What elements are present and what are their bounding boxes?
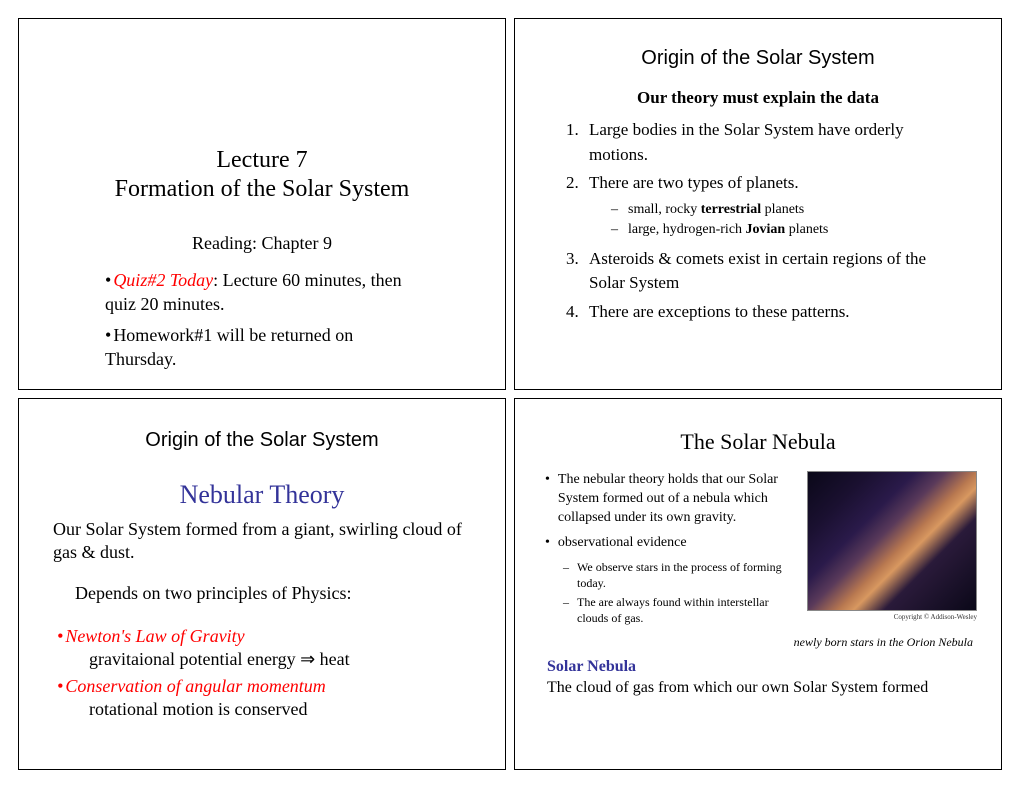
slide4-heading: The Solar Nebula xyxy=(539,429,977,455)
slide-1: Lecture 7 Formation of the Solar System … xyxy=(18,18,506,390)
list-item: Asteroids & comets exist in certain regi… xyxy=(583,247,959,296)
slide-2: Origin of the Solar System Our theory mu… xyxy=(514,18,1002,390)
copyright-text: Copyright © Addison-Wesley xyxy=(807,613,977,621)
reading-line: Reading: Chapter 9 xyxy=(43,233,481,254)
law-1: Newton's Law of Gravity xyxy=(57,626,481,647)
slide-grid: Lecture 7 Formation of the Solar System … xyxy=(18,18,1002,770)
term-label: Solar Nebula xyxy=(547,658,977,676)
homework-note: Homework#1 will be returned on Thursday. xyxy=(105,323,421,372)
sub-bullet: We observe stars in the process of formi… xyxy=(563,559,797,591)
term-definition: The cloud of gas from which our own Sola… xyxy=(547,678,969,699)
list-item: There are two types of planets. small, r… xyxy=(583,171,959,240)
lecture-number: Lecture 7 xyxy=(43,147,481,174)
slide2-subheading: Our theory must explain the data xyxy=(539,88,977,108)
lecture-title: Formation of the Solar System xyxy=(43,176,481,203)
nebula-image xyxy=(807,471,977,611)
slide2-heading: Origin of the Solar System xyxy=(539,47,977,70)
quiz-note: Quiz#2 Today: Lecture 60 minutes, then q… xyxy=(105,268,421,317)
bullet-item: The nebular theory holds that our Solar … xyxy=(545,471,797,528)
sub-bullet: The are always found within interstellar… xyxy=(563,594,797,626)
nebula-figure: Copyright © Addison-Wesley xyxy=(807,471,977,629)
bullet-item: observational evidence xyxy=(545,534,797,553)
law-2: Conservation of angular momentum xyxy=(57,676,481,697)
sub-item: small, rocky terrestrial planets xyxy=(611,200,959,220)
theory-para: Our Solar System formed from a giant, sw… xyxy=(53,518,471,565)
slide2-list: Large bodies in the Solar System have or… xyxy=(569,118,959,324)
slide-4: The Solar Nebula The nebular theory hold… xyxy=(514,398,1002,770)
slide-3: Origin of the Solar System Nebular Theor… xyxy=(18,398,506,770)
list-item: There are exceptions to these patterns. xyxy=(583,300,959,325)
slide4-bullets: The nebular theory holds that our Solar … xyxy=(545,471,797,553)
image-caption: newly born stars in the Orion Nebula xyxy=(539,635,973,650)
sub-item: large, hydrogen-rich Jovian planets xyxy=(611,220,959,240)
quiz-label: Quiz#2 Today xyxy=(113,270,213,290)
law-1-sub: gravitaional potential energy ⇒ heat xyxy=(89,649,481,670)
theory-title: Nebular Theory xyxy=(43,480,481,510)
depends-line: Depends on two principles of Physics: xyxy=(75,583,471,604)
slide4-sub-bullets: We observe stars in the process of formi… xyxy=(563,559,797,627)
law-2-sub: rotational motion is conserved xyxy=(89,699,481,720)
slide3-heading: Origin of the Solar System xyxy=(43,429,481,452)
list-item: Large bodies in the Solar System have or… xyxy=(583,118,959,167)
